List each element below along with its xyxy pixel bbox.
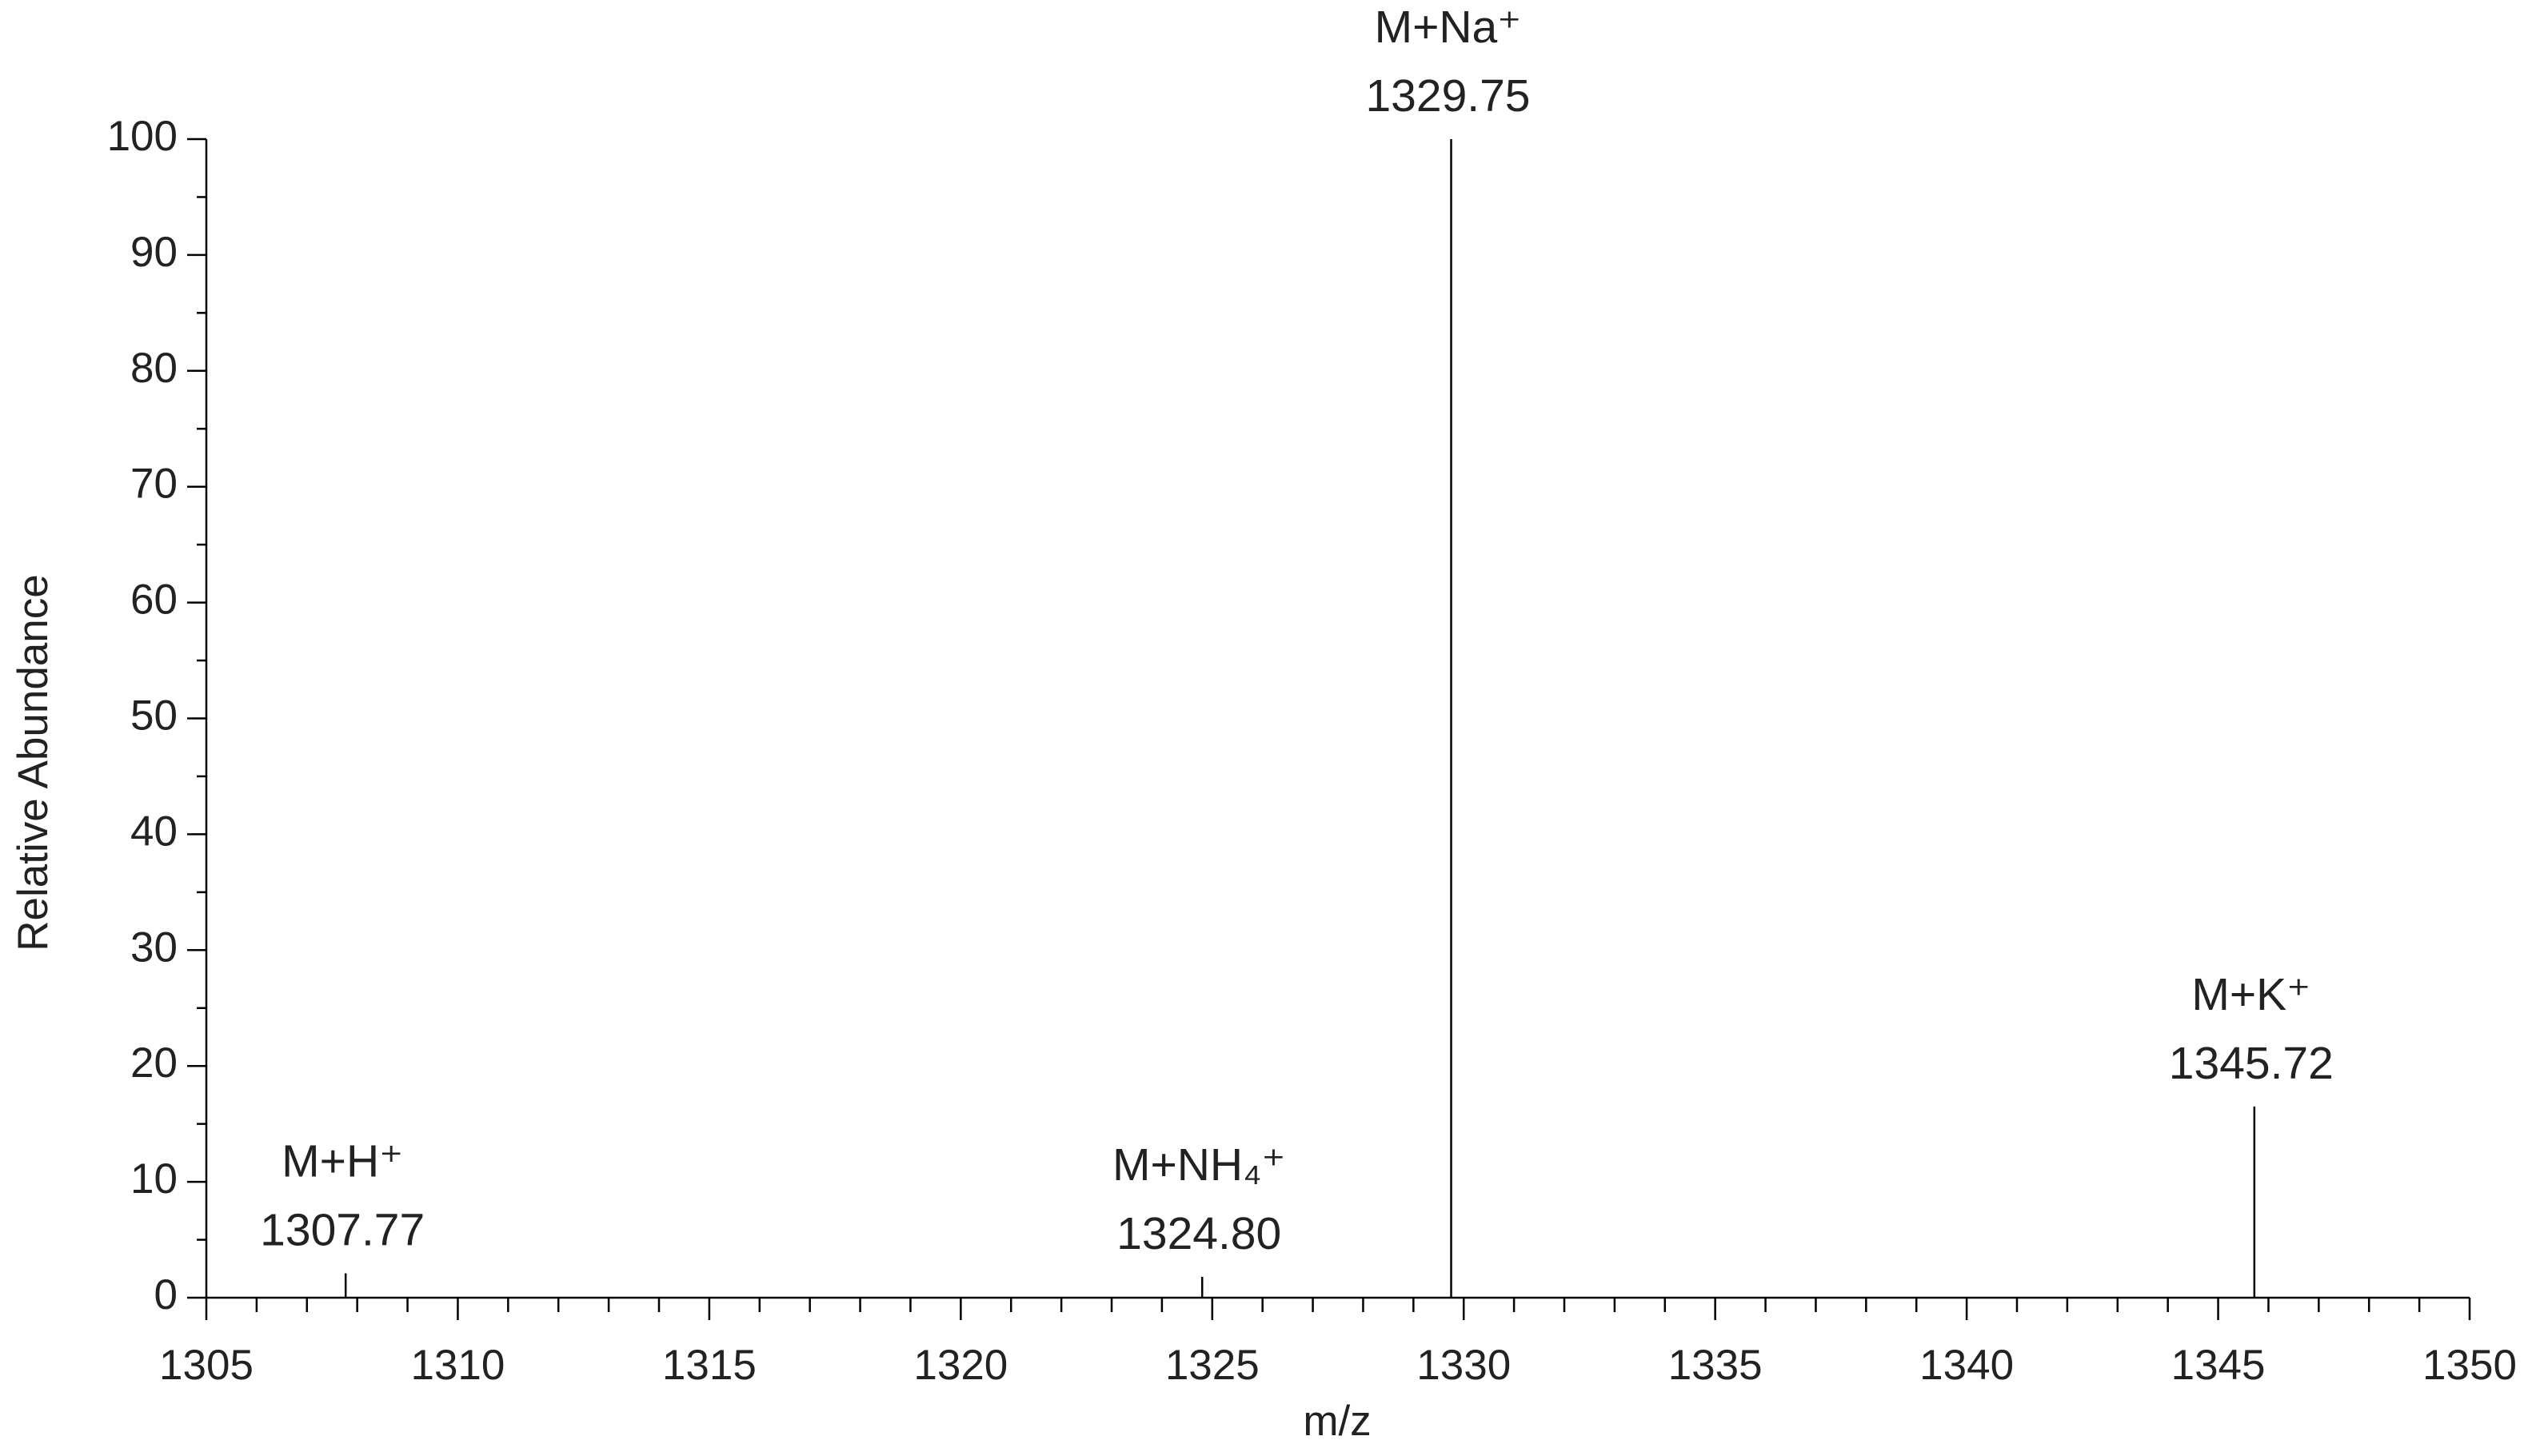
x-tick-label: 1330 bbox=[1416, 1342, 1511, 1389]
peak-label: 1329.75 bbox=[1365, 70, 1530, 122]
x-tick-label: 1310 bbox=[410, 1342, 505, 1389]
y-tick-label: 90 bbox=[130, 229, 178, 276]
y-tick-label: 10 bbox=[130, 1155, 178, 1203]
peak-label: 1324.80 bbox=[1116, 1208, 1281, 1259]
y-tick-label: 100 bbox=[107, 113, 178, 160]
y-axis-title: Relative Abundance bbox=[10, 574, 57, 951]
y-tick-label: 80 bbox=[130, 345, 178, 392]
peak-label: 1307.77 bbox=[260, 1205, 425, 1256]
x-tick-label: 1325 bbox=[1165, 1342, 1260, 1389]
y-tick-label: 20 bbox=[130, 1039, 178, 1087]
y-tick-label: 70 bbox=[130, 461, 178, 508]
x-tick-label: 1305 bbox=[159, 1342, 254, 1389]
x-tick-label: 1340 bbox=[1919, 1342, 2014, 1389]
x-tick-label: 1320 bbox=[913, 1342, 1008, 1389]
x-tick-label: 1335 bbox=[1668, 1342, 1763, 1389]
peak-annotation: M+Na⁺ bbox=[1375, 2, 1522, 53]
peak-label: 1345.72 bbox=[2169, 1038, 2334, 1089]
y-tick-label: 60 bbox=[130, 576, 178, 624]
peak-annotation: M+H⁺ bbox=[282, 1136, 403, 1187]
peak-annotation: M+K⁺ bbox=[2191, 969, 2310, 1020]
y-tick-label: 50 bbox=[130, 692, 178, 740]
x-axis-title: m/z bbox=[1303, 1398, 1371, 1445]
y-tick-label: 0 bbox=[154, 1271, 178, 1318]
y-tick-label: 30 bbox=[130, 923, 178, 971]
peak-annotation: M+NH₄⁺ bbox=[1112, 1139, 1285, 1191]
x-tick-label: 1345 bbox=[2171, 1342, 2266, 1389]
x-tick-label: 1315 bbox=[662, 1342, 757, 1389]
y-tick-label: 40 bbox=[130, 808, 178, 855]
x-tick-label: 1350 bbox=[2422, 1342, 2517, 1389]
